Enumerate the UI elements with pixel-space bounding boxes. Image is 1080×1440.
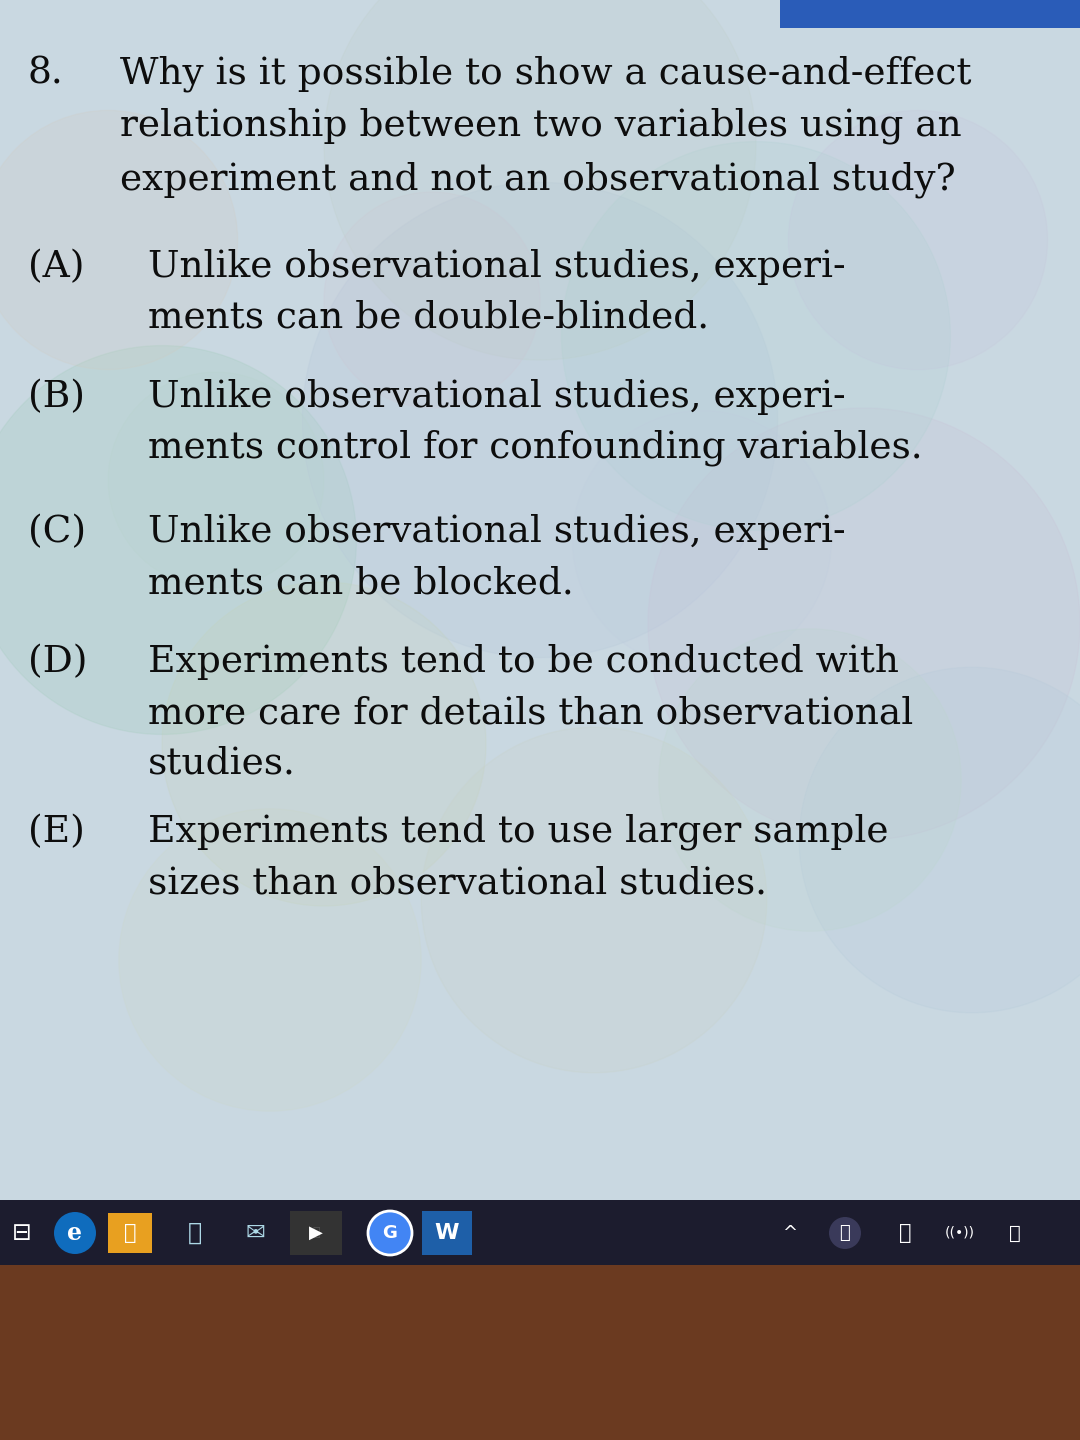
Circle shape [302, 183, 778, 658]
Text: (C): (C) [28, 514, 86, 550]
Circle shape [829, 1217, 861, 1248]
Bar [0, 1264, 1080, 1440]
Circle shape [572, 410, 832, 670]
Text: 🖥: 🖥 [899, 1223, 912, 1243]
Bar [422, 1211, 472, 1256]
Text: ((•)): ((•)) [945, 1225, 975, 1240]
Text: G: G [382, 1224, 397, 1241]
Circle shape [324, 0, 756, 360]
Text: relationship between two variables using an: relationship between two variables using… [120, 108, 961, 144]
Text: (E): (E) [28, 814, 85, 850]
Circle shape [119, 809, 421, 1112]
Bar [0, 1200, 1080, 1264]
Circle shape [54, 1212, 96, 1254]
Circle shape [368, 1211, 411, 1256]
Bar [108, 1212, 152, 1253]
Text: (D): (D) [28, 644, 87, 680]
Text: e: e [67, 1221, 82, 1246]
Circle shape [162, 582, 486, 906]
Text: Unlike observational studies, experi-: Unlike observational studies, experi- [148, 249, 846, 285]
Text: studies.: studies. [148, 746, 296, 782]
Circle shape [562, 141, 950, 530]
Text: Unlike observational studies, experi-: Unlike observational studies, experi- [148, 379, 846, 415]
Circle shape [799, 667, 1080, 1012]
Text: 🗂: 🗂 [124, 1223, 136, 1243]
Circle shape [659, 629, 961, 932]
Circle shape [421, 727, 767, 1073]
Text: W: W [435, 1223, 459, 1243]
Circle shape [788, 111, 1048, 370]
Text: Unlike observational studies, experi-: Unlike observational studies, experi- [148, 514, 846, 550]
Bar [0, 0, 1080, 1200]
Text: 🔊: 🔊 [1009, 1224, 1021, 1243]
Text: Experiments tend to be conducted with: Experiments tend to be conducted with [148, 644, 899, 680]
Text: 🔔: 🔔 [839, 1224, 850, 1241]
Circle shape [648, 408, 1080, 840]
Text: Why is it possible to show a cause-and-effect: Why is it possible to show a cause-and-e… [120, 55, 972, 92]
Text: ▶: ▶ [309, 1224, 323, 1241]
Bar [780, 0, 1080, 27]
Circle shape [108, 372, 324, 588]
Text: ⬛: ⬛ [312, 1227, 320, 1240]
Text: more care for details than observational: more care for details than observational [148, 696, 914, 732]
Text: experiment and not an observational study?: experiment and not an observational stud… [120, 161, 956, 197]
Text: (A): (A) [28, 249, 84, 285]
Bar [291, 1211, 342, 1256]
Text: 8.: 8. [28, 55, 64, 91]
Text: ments can be blocked.: ments can be blocked. [148, 564, 573, 600]
Text: sizes than observational studies.: sizes than observational studies. [148, 865, 767, 901]
Text: 🛡: 🛡 [188, 1221, 202, 1246]
Bar [0, 0, 1080, 1200]
Text: ments control for confounding variables.: ments control for confounding variables. [148, 431, 922, 467]
Circle shape [0, 346, 356, 734]
Circle shape [0, 111, 238, 370]
Text: Experiments tend to use larger sample: Experiments tend to use larger sample [148, 814, 889, 851]
Text: (B): (B) [28, 379, 85, 415]
Text: ments can be double-blinded.: ments can be double-blinded. [148, 300, 710, 336]
Text: ✉: ✉ [245, 1221, 265, 1246]
Text: ^: ^ [782, 1224, 797, 1241]
Text: ⊟: ⊟ [12, 1221, 32, 1246]
Circle shape [324, 192, 540, 408]
